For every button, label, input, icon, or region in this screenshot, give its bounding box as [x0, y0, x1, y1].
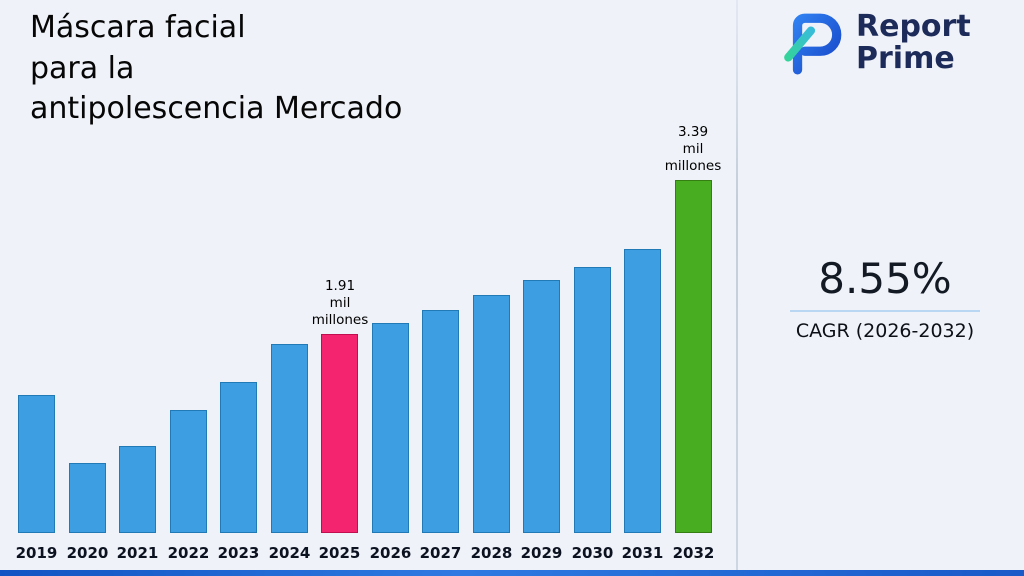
bottom-accent-bar — [0, 570, 1024, 576]
vertical-divider — [736, 0, 738, 570]
bar-2020 — [69, 463, 106, 533]
x-axis-label-2019: 2019 — [15, 544, 58, 562]
bar-2027 — [422, 310, 459, 533]
brand-name: Report Prime — [856, 8, 971, 76]
cagr-label: CAGR (2026-2032) — [795, 320, 975, 342]
brand-name-line2: Prime — [856, 41, 955, 76]
bar-2031 — [624, 249, 661, 533]
cagr-value: 8.55% — [818, 254, 952, 303]
x-axis-label-2031: 2031 — [621, 544, 664, 562]
x-axis-label-2024: 2024 — [268, 544, 311, 562]
bar-2026 — [372, 323, 409, 533]
report-prime-logo-icon — [784, 13, 842, 75]
x-axis-label-2026: 2026 — [369, 544, 412, 562]
cagr-block: 8.55% CAGR (2026-2032) — [790, 254, 980, 342]
x-axis-label-2028: 2028 — [470, 544, 513, 562]
bar-2028 — [473, 295, 510, 533]
bar-2030 — [574, 267, 611, 533]
brand-logo: Report Prime — [780, 8, 971, 78]
x-axis-label-2023: 2023 — [217, 544, 260, 562]
brand-name-line1: Report — [856, 8, 971, 44]
bar-annotation-2032: 3.39 mil millones — [664, 124, 722, 174]
bar-2022 — [170, 410, 207, 533]
x-axis-label-2029: 2029 — [520, 544, 563, 562]
page-title: Máscara facial para la antipolescencia M… — [30, 10, 403, 126]
x-axis-label-2027: 2027 — [419, 544, 462, 562]
x-axis-label-2030: 2030 — [571, 544, 614, 562]
cagr-underline-rule — [790, 310, 980, 312]
x-axis-label-2020: 2020 — [66, 544, 109, 562]
x-axis-label-2022: 2022 — [167, 544, 210, 562]
bar-2023 — [220, 382, 257, 533]
x-axis-label-2032: 2032 — [672, 544, 715, 562]
bar-2025 — [321, 334, 358, 533]
x-axis-label-2021: 2021 — [116, 544, 159, 562]
x-axis-label-2025: 2025 — [318, 544, 361, 562]
bar-2021 — [119, 446, 156, 533]
bar-2019 — [18, 395, 55, 533]
bar-annotation-2025: 1.91 mil millones — [311, 278, 369, 328]
bar-2032 — [675, 180, 712, 533]
bar-2029 — [523, 280, 560, 533]
bar-chart: 2019 2020 2021 2022 2023 2024 2025 2026 2027 2028… — [15, 124, 722, 562]
bar-2024 — [271, 344, 308, 533]
